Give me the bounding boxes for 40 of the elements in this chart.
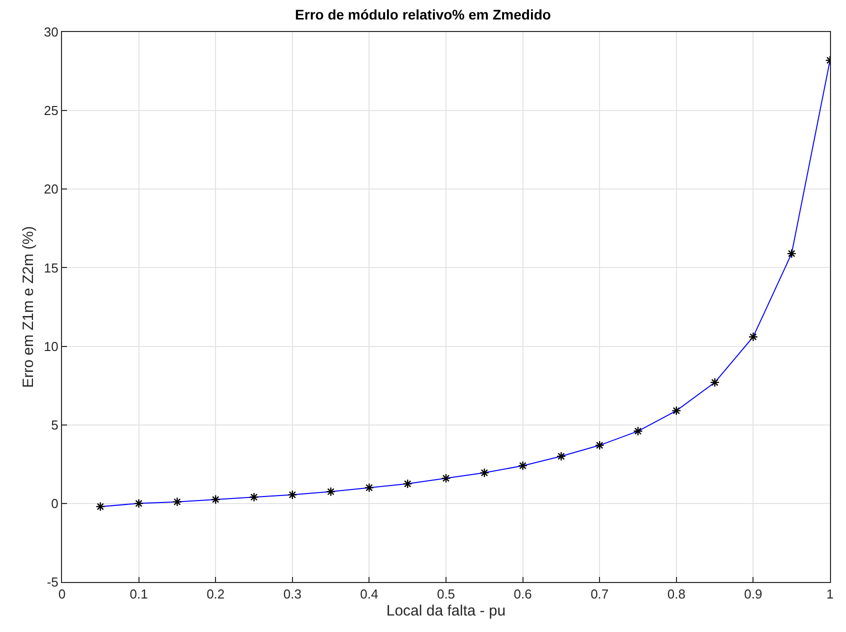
- x-tick-label: 0.4: [360, 586, 378, 602]
- point: [710, 378, 720, 388]
- point: [633, 426, 643, 436]
- y-tick-label: 10: [44, 338, 58, 354]
- x-tick-label: 0.3: [283, 586, 302, 602]
- x-tick-label: 0.9: [744, 586, 762, 602]
- point: [249, 492, 259, 502]
- point: [594, 440, 604, 450]
- x-tick-label: 0.7: [590, 586, 609, 602]
- x-tick-label: 0.2: [206, 586, 225, 602]
- point: [480, 468, 490, 478]
- point: [210, 494, 220, 504]
- x-tick-label: 0.6: [514, 586, 532, 602]
- point: [364, 482, 374, 493]
- x-tick-label: 0.8: [667, 586, 686, 602]
- point: [96, 502, 106, 512]
- point: [134, 498, 144, 508]
- y-tick-label: -5: [46, 574, 58, 590]
- point: [288, 490, 298, 500]
- point: [786, 248, 796, 258]
- point: [172, 497, 182, 507]
- x-tick-label: 0.1: [130, 586, 148, 602]
- y-axis-title: Erro em Z1m e Z2m (%): [20, 226, 38, 388]
- y-tick-label: 0: [51, 496, 58, 511]
- x-axis-title: Local da falta - pu: [386, 602, 506, 620]
- point: [748, 332, 758, 342]
- point: [518, 460, 528, 471]
- y-tick-label: 5: [51, 417, 58, 432]
- x-tick-label: 0.5: [436, 586, 456, 602]
- point: [326, 486, 336, 496]
- chart-title: Erro de módulo relativo% em Zmedido: [295, 6, 551, 22]
- point: [672, 406, 682, 416]
- point: [441, 473, 451, 484]
- y-tick-label: 20: [44, 182, 58, 197]
- y-tick-label: 30: [44, 24, 58, 40]
- point: [556, 451, 566, 462]
- point: [402, 478, 412, 489]
- y-tick-label: 15: [44, 260, 58, 276]
- y-tick-label: 25: [44, 103, 58, 118]
- x-tick-label: 1: [826, 586, 834, 602]
